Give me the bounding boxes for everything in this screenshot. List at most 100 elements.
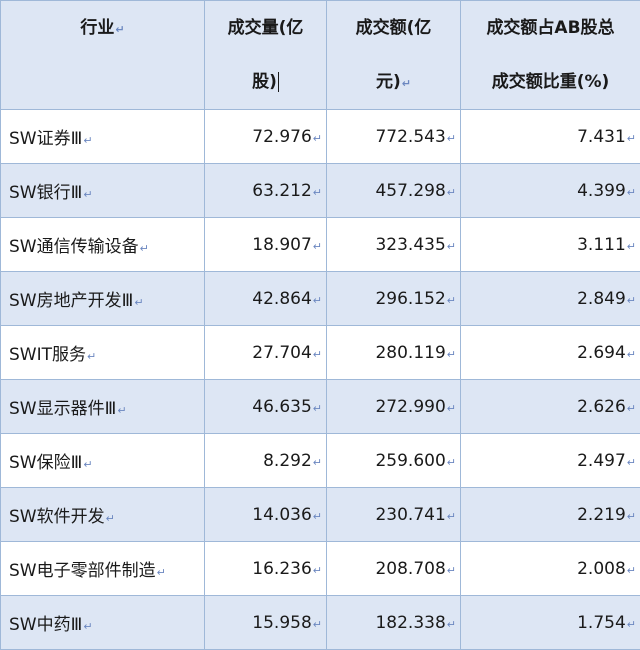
cell-volume[interactable]: 63.212↵ [205,164,327,218]
cell-amount[interactable]: 230.741↵ [327,488,461,542]
cell-share-text: 7.431 [577,127,626,147]
cell-amount[interactable]: 772.543↵ [327,110,461,164]
cell-industry[interactable]: SW显示器件Ⅲ↵ [1,380,205,434]
table-row: SW显示器件Ⅲ↵46.635↵272.990↵2.626↵ [1,380,640,434]
cell-share-text: 3.111 [577,235,626,255]
cell-amount-text: 272.990 [375,397,445,417]
paragraph-mark-icon: ↵ [627,294,636,307]
paragraph-mark-icon: ↵ [83,620,92,633]
paragraph-mark-icon: ↵ [627,186,636,199]
cell-industry-text: SW电子零部件制造 [9,561,156,581]
cell-industry-text: SW软件开发 [9,507,105,527]
cell-share[interactable]: 2.219↵ [461,488,640,542]
cell-industry[interactable]: SW银行Ⅲ↵ [1,164,205,218]
cell-industry[interactable]: SW通信传输设备↵ [1,218,205,272]
cell-share[interactable]: 2.626↵ [461,380,640,434]
cell-amount[interactable]: 296.152↵ [327,272,461,326]
paragraph-mark-icon: ↵ [447,240,456,253]
cell-amount-text: 230.741 [375,505,445,525]
header-share-line1: 成交额占AB股总 [461,13,640,38]
cell-industry-text: SW中药Ⅲ [9,615,82,635]
cell-amount[interactable]: 323.435↵ [327,218,461,272]
cell-amount[interactable]: 259.600↵ [327,434,461,488]
header-volume: 成交量(亿 股) [205,1,327,110]
cell-industry[interactable]: SW中药Ⅲ↵ [1,596,205,650]
cell-share-text: 2.694 [577,343,626,363]
cell-volume-text: 18.907 [252,235,311,255]
cell-share[interactable]: 1.754↵ [461,596,640,650]
paragraph-mark-icon: ↵ [313,564,322,577]
table-row: SW电子零部件制造↵16.236↵208.708↵2.008↵ [1,542,640,596]
cell-volume[interactable]: 46.635↵ [205,380,327,434]
paragraph-mark-icon: ↵ [313,510,322,523]
paragraph-mark-icon: ↵ [313,402,322,415]
cell-volume-text: 27.704 [252,343,311,363]
cell-amount[interactable]: 272.990↵ [327,380,461,434]
cell-share[interactable]: 4.399↵ [461,164,640,218]
header-industry: 行业↵ [1,1,205,110]
cell-amount[interactable]: 457.298↵ [327,164,461,218]
cell-volume[interactable]: 14.036↵ [205,488,327,542]
paragraph-mark-icon: ↵ [447,186,456,199]
cell-industry-text: SW显示器件Ⅲ [9,399,116,419]
cell-amount[interactable]: 208.708↵ [327,542,461,596]
cell-volume-text: 72.976 [252,127,311,147]
cell-share[interactable]: 3.111↵ [461,218,640,272]
cell-share[interactable]: 2.497↵ [461,434,640,488]
cell-industry[interactable]: SW证券Ⅲ↵ [1,110,205,164]
header-row: 行业↵ 成交量(亿 股) 成交额(亿 元)↵ 成交额占AB股总 成交额比重(%) [1,1,640,110]
cell-volume[interactable]: 42.864↵ [205,272,327,326]
cell-volume[interactable]: 18.907↵ [205,218,327,272]
cell-share-text: 4.399 [577,181,626,201]
cell-volume[interactable]: 72.976↵ [205,110,327,164]
cell-industry[interactable]: SW保险Ⅲ↵ [1,434,205,488]
paragraph-mark-icon: ↵ [87,350,96,363]
cell-amount-text: 208.708 [375,559,445,579]
cell-share-text: 2.626 [577,397,626,417]
cell-share[interactable]: 2.008↵ [461,542,640,596]
cell-share[interactable]: 2.849↵ [461,272,640,326]
cell-volume[interactable]: 16.236↵ [205,542,327,596]
paragraph-mark-icon: ↵ [313,132,322,145]
cell-industry[interactable]: SWIT服务↵ [1,326,205,380]
cell-share-text: 2.849 [577,289,626,309]
paragraph-mark-icon: ↵ [83,134,92,147]
cell-volume[interactable]: 15.958↵ [205,596,327,650]
cell-industry-text: SW保险Ⅲ [9,453,82,473]
cell-share[interactable]: 2.694↵ [461,326,640,380]
paragraph-mark-icon: ↵ [447,456,456,469]
cell-amount-text: 323.435 [375,235,445,255]
cell-volume-text: 8.292 [263,451,312,471]
paragraph-mark-icon: ↵ [313,348,322,361]
cell-amount[interactable]: 280.119↵ [327,326,461,380]
paragraph-mark-icon: ↵ [115,23,124,36]
table-row: SW保险Ⅲ↵8.292↵259.600↵2.497↵ [1,434,640,488]
cell-industry-text: SWIT服务 [9,345,86,365]
header-volume-line2: 股) [252,72,277,92]
cell-industry[interactable]: SW软件开发↵ [1,488,205,542]
paragraph-mark-icon: ↵ [447,510,456,523]
header-share-line2: 成交额比重(%) [461,67,640,92]
cell-industry-text: SW证券Ⅲ [9,129,82,149]
cell-industry[interactable]: SW电子零部件制造↵ [1,542,205,596]
table-row: SW通信传输设备↵18.907↵323.435↵3.111↵ [1,218,640,272]
paragraph-mark-icon: ↵ [83,458,92,471]
cell-industry[interactable]: SW房地产开发Ⅲ↵ [1,272,205,326]
cell-volume[interactable]: 8.292↵ [205,434,327,488]
table-row: SW软件开发↵14.036↵230.741↵2.219↵ [1,488,640,542]
cell-volume-text: 63.212 [252,181,311,201]
cell-amount-text: 457.298 [375,181,445,201]
table-row: SW中药Ⅲ↵15.958↵182.338↵1.754↵ [1,596,640,650]
paragraph-mark-icon: ↵ [627,618,636,631]
cell-share[interactable]: 7.431↵ [461,110,640,164]
cell-amount[interactable]: 182.338↵ [327,596,461,650]
paragraph-mark-icon: ↵ [627,132,636,145]
paragraph-mark-icon: ↵ [447,348,456,361]
cell-volume-text: 16.236 [252,559,311,579]
paragraph-mark-icon: ↵ [447,294,456,307]
paragraph-mark-icon: ↵ [627,348,636,361]
header-amount-line2: 元) [376,72,401,92]
paragraph-mark-icon: ↵ [627,240,636,253]
cell-volume[interactable]: 27.704↵ [205,326,327,380]
paragraph-mark-icon: ↵ [447,564,456,577]
